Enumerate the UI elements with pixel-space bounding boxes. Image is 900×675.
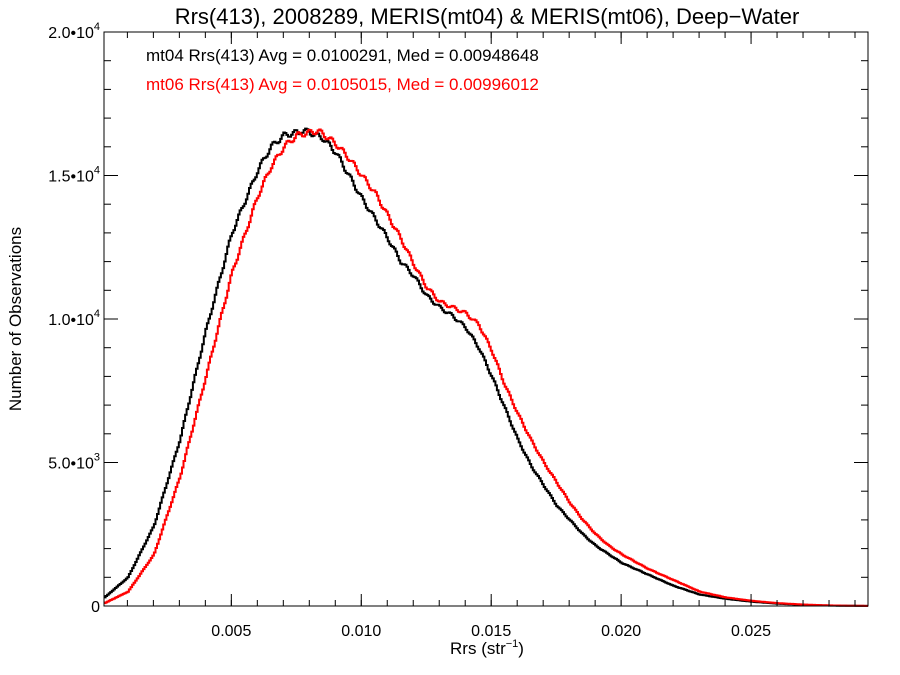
y-tick-label: 1.0•104 [48, 308, 100, 329]
series-line-1 [104, 128, 868, 607]
legend-entry-mt06: mt06 Rrs(413) Avg = 0.0105015, Med = 0.0… [146, 75, 539, 94]
x-axis-label-sup: −1 [506, 638, 519, 650]
x-axis-label: Rrs (str−1) [450, 638, 524, 658]
x-tick-label: 0.015 [471, 623, 511, 640]
x-tick-label: 0.020 [601, 623, 641, 640]
y-tick-label: 5.0•103 [48, 452, 100, 473]
x-axis-label-main: Rrs (str [450, 639, 506, 658]
x-tick-label: 0.025 [731, 623, 771, 640]
y-tick-label: 1.5•104 [48, 165, 100, 186]
x-axis-ticks: 0.005 0.010 0.015 0.020 0.025 [126, 32, 856, 640]
legend-entry-mt04: mt04 Rrs(413) Avg = 0.0100291, Med = 0.0… [146, 46, 539, 65]
y-axis-ticks: 0 5.0•103 1.0•104 1.5•104 2.0•104 [48, 21, 868, 616]
series-layer [104, 127, 868, 607]
x-tick-label: 0.010 [341, 623, 381, 640]
y-tick-label: 0 [91, 599, 100, 616]
y-tick-label: 2.0•104 [48, 21, 100, 42]
series-line-0 [104, 127, 868, 607]
x-tick-label: 0.005 [211, 623, 251, 640]
y-axis-label: Number of Observations [6, 227, 25, 411]
chart-title: Rrs(413), 2008289, MERIS(mt04) & MERIS(m… [175, 4, 800, 29]
x-axis-label-end: ) [518, 639, 524, 658]
